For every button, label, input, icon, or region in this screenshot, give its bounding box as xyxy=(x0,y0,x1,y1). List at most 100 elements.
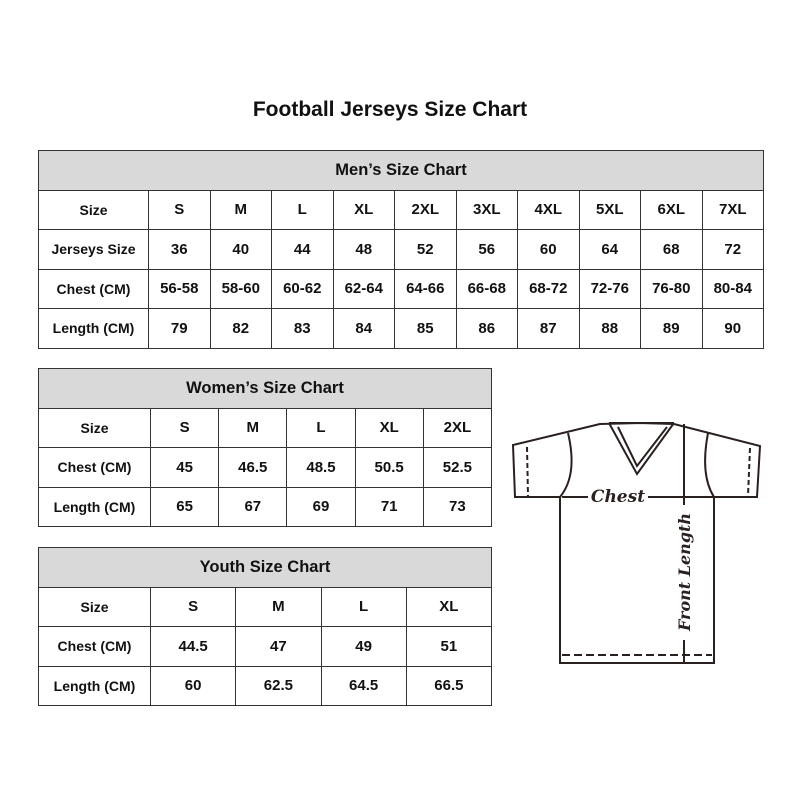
table-row: Length (CM) 79 82 83 84 85 86 87 88 89 90 xyxy=(38,308,764,349)
table-row: Jerseys Size 36 40 44 48 52 56 60 64 68 72 xyxy=(38,229,764,270)
table-cell: 72-76 xyxy=(578,268,641,309)
table-cell: 87 xyxy=(517,308,580,349)
left-armhole xyxy=(559,432,573,498)
mens-size-table: Men’s Size Chart Size S M L XL 2XL 3XL 4XL 5XL 6XL… xyxy=(38,150,764,349)
table-cell: S xyxy=(148,189,211,230)
table-cell: 40 xyxy=(209,229,272,270)
table-cell: 64-66 xyxy=(394,268,457,309)
row-label: Length (CM) xyxy=(38,486,151,527)
table-row: Chest (CM) 45 46.5 48.5 50.5 52.5 xyxy=(38,447,493,488)
table-cell: 52 xyxy=(394,229,457,270)
front-length-label: Front Length xyxy=(675,513,694,632)
table-cell: 2XL xyxy=(394,189,457,230)
row-label: Chest (CM) xyxy=(38,626,151,667)
table-cell: M xyxy=(235,586,322,627)
table-cell: 44.5 xyxy=(149,626,237,667)
table-cell: XL xyxy=(405,586,493,627)
table-cell: 80-84 xyxy=(701,268,764,309)
table-cell: 69 xyxy=(286,486,356,527)
table-cell: 6XL xyxy=(640,189,703,230)
table-cell: 2XL xyxy=(422,407,493,448)
row-label: Size xyxy=(38,189,149,230)
table-cell: 49 xyxy=(320,626,407,667)
table-cell: L xyxy=(320,586,407,627)
table-cell: 73 xyxy=(422,486,493,527)
table-cell: 89 xyxy=(640,308,703,349)
table-cell: S xyxy=(149,586,237,627)
table-cell: L xyxy=(271,189,334,230)
table-row: Length (CM) 60 62.5 64.5 66.5 xyxy=(38,665,493,706)
table-row: Chest (CM) 44.5 47 49 51 xyxy=(38,626,493,667)
jersey-diagram: Chest Front Length xyxy=(511,421,762,664)
table-cell: 64 xyxy=(578,229,641,270)
table-cell: 83 xyxy=(271,308,334,349)
row-label: Size xyxy=(38,407,151,448)
table-cell: L xyxy=(286,407,356,448)
table-cell: 60 xyxy=(517,229,580,270)
table-cell: M xyxy=(209,189,272,230)
row-label: Length (CM) xyxy=(38,665,151,706)
table-cell: 68 xyxy=(640,229,703,270)
womens-size-table: Women’s Size Chart Size S M L XL 2XL Chest (CM)… xyxy=(38,368,493,527)
table-cell: 58-60 xyxy=(209,268,272,309)
table-cell: 46.5 xyxy=(218,447,288,488)
row-label: Chest (CM) xyxy=(38,268,149,309)
table-cell: 88 xyxy=(578,308,641,349)
table-cell: 67 xyxy=(218,486,288,527)
chest-label: Chest xyxy=(591,487,645,507)
table-cell: 64.5 xyxy=(320,665,407,706)
row-label: Chest (CM) xyxy=(38,447,151,488)
table-cell: 72 xyxy=(701,229,764,270)
table-cell: 52.5 xyxy=(422,447,493,488)
women-table-heading: Women’s Size Chart xyxy=(38,368,492,409)
table-cell: 3XL xyxy=(455,189,518,230)
row-label: Length (CM) xyxy=(38,308,149,349)
table-cell: 47 xyxy=(235,626,322,667)
table-cell: M xyxy=(218,407,288,448)
table-cell: 45 xyxy=(149,447,220,488)
table-cell: 36 xyxy=(148,229,211,270)
table-row: Size S M L XL xyxy=(38,586,493,627)
row-label: Jerseys Size xyxy=(38,229,149,270)
table-cell: 85 xyxy=(394,308,457,349)
table-row: Size S M L XL 2XL 3XL 4XL 5XL 6XL 7XL xyxy=(38,189,764,230)
table-cell: 82 xyxy=(209,308,272,349)
table-cell: 51 xyxy=(405,626,493,667)
table-row: Size S M L XL 2XL xyxy=(38,407,493,448)
table-row: Chest (CM) 56-58 58-60 60-62 62-64 64-66 66-68… xyxy=(38,268,764,309)
table-cell: S xyxy=(149,407,220,448)
table-cell: 62-64 xyxy=(332,268,395,309)
youth-table-heading: Youth Size Chart xyxy=(38,547,492,588)
table-cell: 48.5 xyxy=(286,447,356,488)
table-cell: 44 xyxy=(271,229,334,270)
table-cell: 5XL xyxy=(578,189,641,230)
table-cell: 71 xyxy=(354,486,424,527)
table-cell: 62.5 xyxy=(235,665,322,706)
table-cell: 86 xyxy=(455,308,518,349)
jersey-outline xyxy=(511,421,762,664)
table-cell: XL xyxy=(332,189,395,230)
youth-size-table: Youth Size Chart Size S M L XL Chest (CM) 44.5 4… xyxy=(38,547,493,706)
table-cell: 56 xyxy=(455,229,518,270)
collar xyxy=(608,422,675,476)
men-table-heading: Men’s Size Chart xyxy=(38,150,764,191)
table-cell: XL xyxy=(354,407,424,448)
sleeve-hems xyxy=(526,446,751,497)
table-cell: 56-58 xyxy=(148,268,211,309)
table-cell: 48 xyxy=(332,229,395,270)
page-title: Football Jerseys Size Chart xyxy=(252,98,528,121)
table-cell: 76-80 xyxy=(640,268,703,309)
table-row: Length (CM) 65 67 69 71 73 xyxy=(38,486,493,527)
table-cell: 50.5 xyxy=(354,447,424,488)
table-cell: 65 xyxy=(149,486,220,527)
table-cell: 4XL xyxy=(517,189,580,230)
table-cell: 68-72 xyxy=(517,268,580,309)
table-cell: 7XL xyxy=(701,189,764,230)
table-cell: 84 xyxy=(332,308,395,349)
row-label: Size xyxy=(38,586,151,627)
table-cell: 60 xyxy=(149,665,237,706)
right-armhole xyxy=(704,432,715,498)
table-cell: 90 xyxy=(701,308,764,349)
table-cell: 66-68 xyxy=(455,268,518,309)
